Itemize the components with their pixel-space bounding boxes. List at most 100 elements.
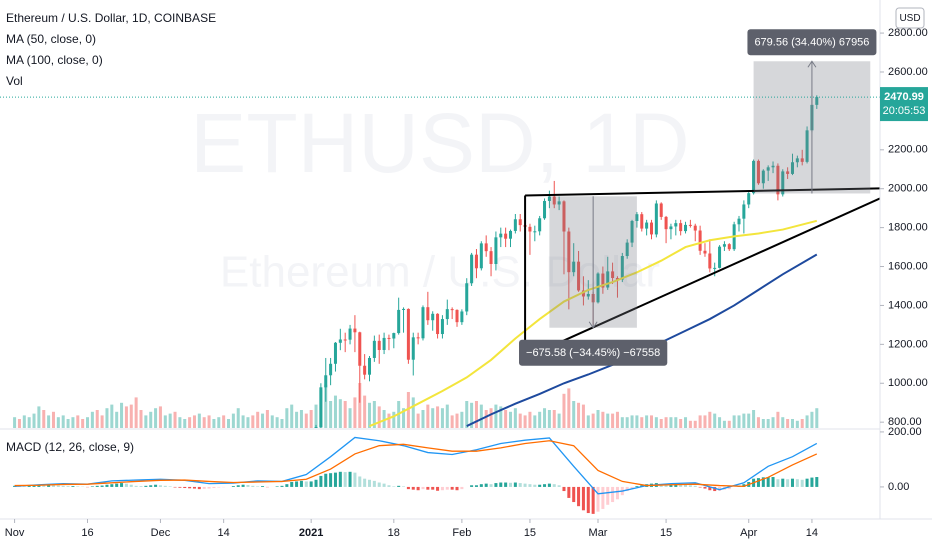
macd-histogram-bar: [557, 485, 561, 487]
macd-histogram-bar: [815, 477, 819, 487]
volume-bar: [479, 404, 483, 428]
candle-body: [285, 445, 288, 454]
candle-body: [572, 261, 576, 273]
volume-bar: [207, 415, 211, 428]
candle-body: [42, 489, 45, 493]
volume-bar: [572, 401, 576, 428]
candle-body: [557, 201, 561, 205]
macd-histogram-bar: [343, 472, 347, 487]
candle-body: [164, 461, 167, 463]
measure-arrow-head: [807, 60, 817, 68]
candle-body: [198, 466, 201, 467]
macd-histogram-bar: [718, 486, 722, 491]
price-pane: [0, 60, 880, 503]
candle-body: [125, 460, 128, 461]
candle-body: [528, 226, 532, 232]
macd-histogram-bar: [22, 486, 26, 487]
currency[interactable]: USD: [899, 13, 920, 24]
volume-bar: [445, 404, 449, 428]
candle-body: [37, 489, 40, 497]
macd-histogram-bar: [630, 486, 634, 489]
macd-histogram-bar: [790, 478, 794, 487]
macd-histogram-bar: [606, 486, 610, 505]
macd-histogram-bar: [781, 478, 785, 487]
volume-bar: [95, 410, 99, 428]
candle-body: [543, 200, 547, 219]
trendline: [524, 197, 880, 359]
candle-body: [504, 233, 508, 239]
macd-histogram-bar: [436, 486, 440, 491]
candle-body: [489, 251, 493, 264]
macd-histogram-bar: [314, 479, 318, 487]
volume-bar: [144, 415, 148, 428]
candle-body: [649, 222, 653, 235]
volume-bar: [645, 415, 649, 428]
volume-bar: [212, 419, 216, 428]
volume-bar: [504, 410, 508, 428]
volume-bar: [577, 402, 581, 428]
volume-bar: [606, 413, 610, 428]
macd-histogram-bar: [353, 472, 357, 487]
volume-bar: [800, 419, 804, 428]
candle-body: [276, 456, 279, 459]
candle-body: [713, 267, 717, 269]
macd-histogram-bar: [95, 485, 99, 487]
candle-body: [338, 339, 342, 343]
volume-bar: [309, 410, 313, 428]
volume-bar: [523, 415, 527, 428]
macd-histogram-bar: [32, 485, 36, 487]
macd-histogram-bar: [168, 486, 172, 487]
x-tick-label: Dec: [151, 527, 171, 539]
macd-histogram-bar: [27, 485, 31, 487]
volume-bar: [611, 413, 615, 428]
macd-histogram-bar: [674, 484, 678, 487]
candle-body: [718, 246, 722, 268]
candle-body: [752, 160, 756, 194]
macd-histogram-bar: [178, 486, 182, 488]
macd-pane: [13, 436, 819, 514]
candle-body: [577, 261, 581, 291]
volume-bar: [304, 413, 308, 428]
macd-histogram-bar: [504, 482, 508, 487]
macd-line: [14, 436, 818, 495]
candle-body: [329, 363, 333, 376]
candle-body: [499, 233, 503, 238]
candle-body: [776, 165, 780, 195]
candle-body: [237, 453, 240, 455]
macd-histogram-bar: [518, 483, 522, 487]
volume-bar: [158, 406, 162, 428]
volume-bar: [17, 419, 21, 428]
macd-histogram-bar: [756, 478, 760, 487]
candle-body: [494, 237, 498, 264]
candle-body: [596, 273, 600, 303]
candle-body: [57, 490, 60, 491]
volume-bar: [630, 415, 634, 428]
macd-histogram-bar: [51, 485, 55, 487]
volume-bar: [110, 404, 114, 428]
volume-bar: [781, 417, 785, 428]
volume-bar: [547, 410, 551, 428]
legend-volume: Vol: [6, 74, 23, 88]
volume-bar: [32, 413, 36, 428]
candle-body: [178, 462, 181, 467]
volume-bar: [246, 417, 250, 428]
volume-bar: [732, 415, 736, 428]
volume-bar: [51, 411, 55, 428]
volume-bar: [416, 413, 420, 428]
measure-label: 679.56 (34.40%) 67956: [754, 37, 869, 49]
candle-body: [470, 254, 474, 284]
candle-body: [13, 501, 16, 503]
candle-body: [212, 467, 215, 471]
volume-bar: [688, 420, 692, 428]
volume-bar: [771, 417, 775, 428]
macd-histogram-bar: [445, 486, 449, 490]
legend-ma50: MA (50, close, 0): [6, 32, 96, 46]
y-tick-label: 1400.00: [888, 299, 928, 311]
currency-button[interactable]: [895, 7, 925, 29]
volume-bar: [538, 411, 542, 428]
volume-bar: [329, 401, 333, 428]
volume-bar: [367, 402, 372, 428]
volume-bar: [640, 417, 644, 428]
candle-body: [479, 243, 483, 269]
macd-histogram-bar: [766, 477, 770, 487]
